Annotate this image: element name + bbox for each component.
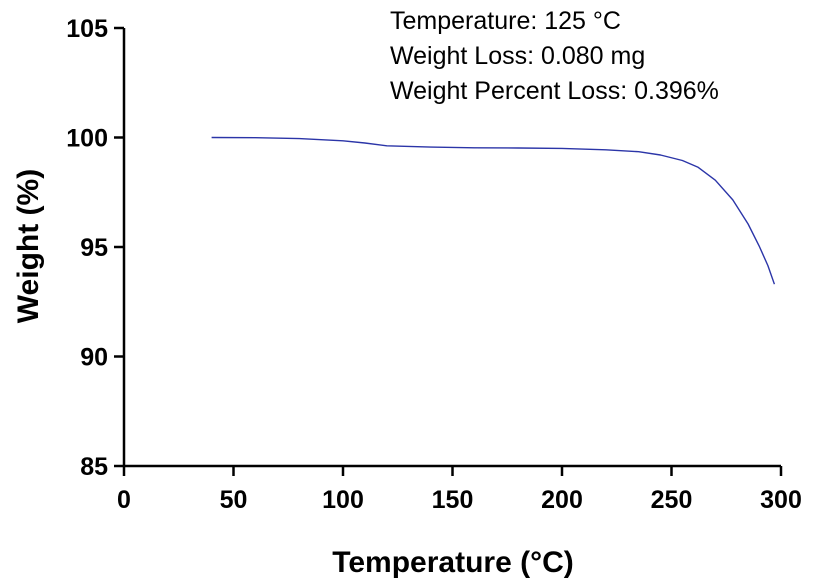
plot-area — [211, 136, 776, 285]
annotation-line: Temperature: 125 °C — [390, 7, 621, 35]
x-tick-label: 250 — [651, 486, 693, 514]
x-axis-title: Temperature (°C) — [332, 546, 573, 579]
y-tick-label: 100 — [66, 125, 108, 153]
x-tick-label: 0 — [117, 486, 131, 514]
annotation-line: Weight Percent Loss: 0.396% — [390, 77, 719, 105]
y-tick-label: 105 — [66, 15, 108, 43]
annotation-line: Weight Loss: 0.080 mg — [390, 42, 645, 70]
x-tick-label: 100 — [322, 486, 364, 514]
x-tick-label: 50 — [220, 486, 248, 514]
y-tick-label: 95 — [80, 234, 108, 262]
y-tick-label: 90 — [80, 344, 108, 372]
annotation-block: Temperature: 125 °C Weight Loss: 0.080 mg… — [390, 7, 719, 105]
x-tick-label: 300 — [760, 486, 802, 514]
y-axis-title: Weight (%) — [12, 169, 45, 323]
x-tick-label: 150 — [432, 486, 474, 514]
y-tick-label: 85 — [80, 453, 108, 481]
axes: 0 50 100 150 200 250 300 85 90 95 100 105 — [66, 15, 802, 514]
series-line — [211, 136, 776, 285]
x-tick-label: 200 — [541, 486, 583, 514]
